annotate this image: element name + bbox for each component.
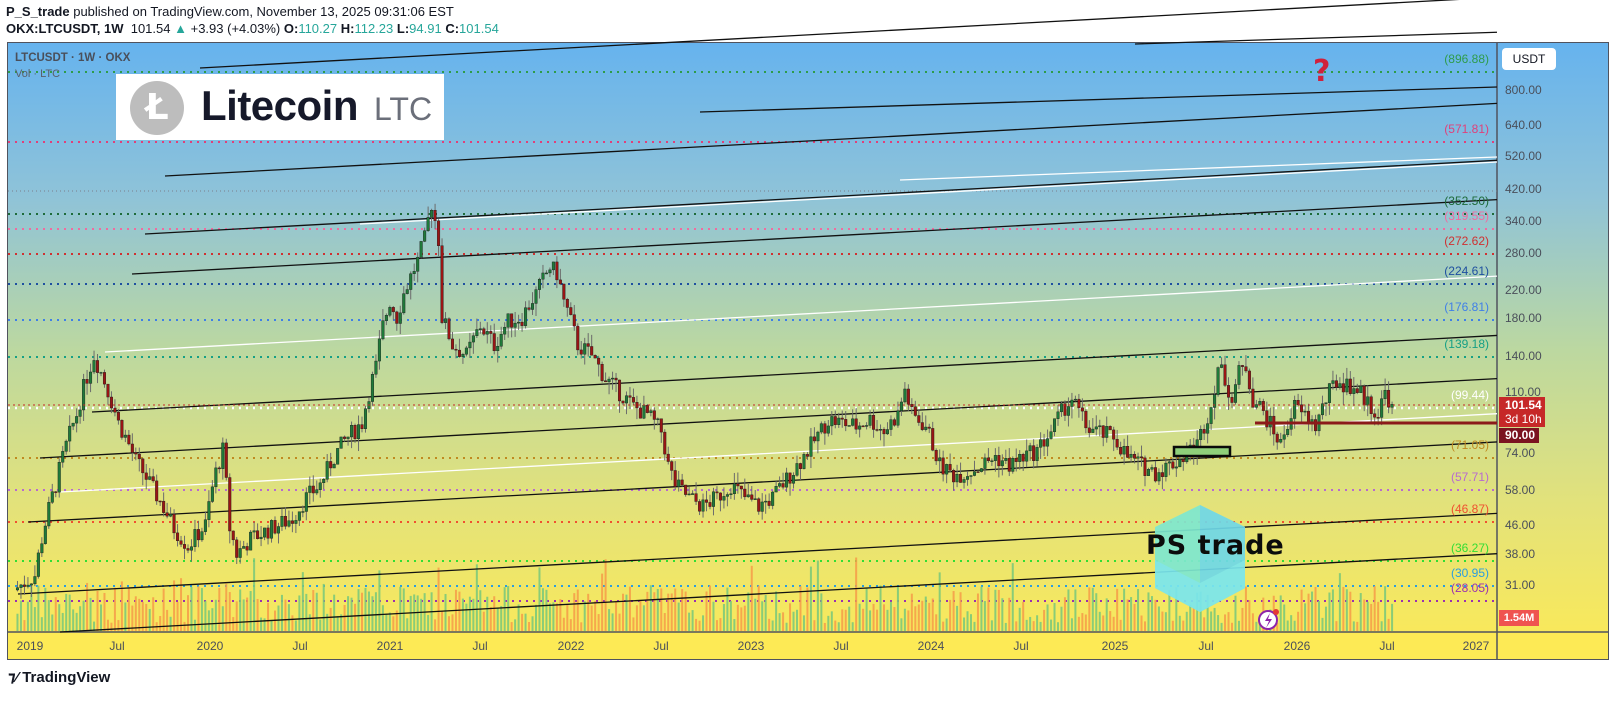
open-value: 110.27 xyxy=(298,21,338,36)
level-label: (272.62) xyxy=(1444,234,1489,248)
time-tick-label: 2027 xyxy=(1462,639,1490,653)
level-label: (352.50) xyxy=(1444,194,1489,208)
level-label: (99.44) xyxy=(1450,388,1489,402)
question-mark-annotation: ? xyxy=(1313,54,1331,89)
published-text: published on TradingView.com, November 1… xyxy=(73,4,454,19)
price-tick-label: 46.00 xyxy=(1505,518,1536,532)
publisher-name: P_S_trade xyxy=(6,4,70,19)
symbol-info-bar: OKX:LTCUSDT, 1W 101.54 ▲ +3.93 (+4.03%) … xyxy=(6,21,499,36)
tradingview-logo[interactable]: ⁊⁄ TradingView xyxy=(8,668,110,686)
price-tick-label: 420.00 xyxy=(1505,182,1542,196)
current-price-tag: 101.54 3d 10h xyxy=(1499,397,1545,427)
level-label: (571.81) xyxy=(1444,122,1489,136)
support-price-tag: 90.00 xyxy=(1499,428,1539,443)
ps-trade-hexagon xyxy=(1155,505,1245,612)
current-price-value: 101.54 xyxy=(1505,398,1542,412)
close-value: 101.54 xyxy=(459,21,499,36)
price-tick-label: 110.00 xyxy=(1505,385,1541,399)
flash-event-icon[interactable] xyxy=(1258,609,1279,630)
time-tick-label: 2019 xyxy=(16,639,44,653)
currency-button[interactable]: USDT xyxy=(1502,48,1556,70)
litecoin-name: Litecoin xyxy=(201,82,359,130)
litecoin-ticker: LTC xyxy=(374,91,433,127)
symbol-label: OKX:LTCUSDT, 1W xyxy=(6,21,124,36)
volume-legend[interactable]: Vol · LTC xyxy=(15,68,61,80)
level-label: (139.18) xyxy=(1444,337,1489,351)
tradingview-mark-icon: ⁊⁄ xyxy=(8,669,19,686)
litecoin-icon: Ł xyxy=(130,81,184,135)
ps-trade-watermark: PS trade xyxy=(1146,530,1285,561)
time-tick-label: 2021 xyxy=(376,639,404,653)
tradingview-wordmark: TradingView xyxy=(22,669,111,686)
close-label: C: xyxy=(445,21,460,36)
logo-name-text: Litecoin xyxy=(201,82,359,129)
chart-frame[interactable] xyxy=(7,42,1609,660)
price-tick-label: 31.00 xyxy=(1505,578,1536,592)
time-tick-label: Jul xyxy=(1198,639,1214,653)
price-tick-label: 520.00 xyxy=(1505,149,1542,163)
level-label: (71.05) xyxy=(1450,438,1489,452)
price-tick-label: 180.00 xyxy=(1505,311,1542,325)
publish-info: P_S_trade published on TradingView.com, … xyxy=(6,4,454,19)
time-tick-label: Jul xyxy=(472,639,488,653)
price-tick-label: 640.00 xyxy=(1505,118,1542,132)
last-price: 101.54 xyxy=(130,21,171,36)
time-tick-label: Jul xyxy=(109,639,125,653)
price-tick-label: 38.00 xyxy=(1505,547,1536,561)
price-tick-label: 280.00 xyxy=(1505,246,1542,260)
price-tick-label: 340.00 xyxy=(1505,214,1542,228)
time-tick-label: 2023 xyxy=(737,639,765,653)
trend-channel-lines[interactable] xyxy=(17,0,1498,633)
level-label: (224.61) xyxy=(1444,264,1489,278)
time-tick-label: Jul xyxy=(1379,639,1395,653)
price-tick-label: 140.00 xyxy=(1505,349,1542,363)
time-axis-bg xyxy=(8,632,1608,659)
level-label: (28.05) xyxy=(1450,581,1489,595)
price-change: +3.93 (+4.03%) xyxy=(190,21,281,36)
time-tick-label: 2020 xyxy=(196,639,224,653)
time-tick-label: 2025 xyxy=(1101,639,1129,653)
level-label: (57.71) xyxy=(1450,470,1489,484)
candlesticks xyxy=(15,203,1394,599)
chart-legend-title[interactable]: LTCUSDT · 1W · OKX xyxy=(15,52,131,64)
level-label: (46.87) xyxy=(1450,502,1489,516)
level-label: (319.55) xyxy=(1444,209,1489,223)
level-label: (176.81) xyxy=(1444,300,1489,314)
price-tick-label: 220.00 xyxy=(1505,283,1542,297)
time-tick-label: Jul xyxy=(292,639,308,653)
time-tick-label: 2026 xyxy=(1283,639,1311,653)
price-tick-label: 800.00 xyxy=(1505,83,1542,97)
level-label: (30.95) xyxy=(1450,566,1489,580)
chart-background xyxy=(8,43,1608,659)
volume-tag: 1.54M xyxy=(1499,610,1539,626)
low-label: L: xyxy=(396,21,410,36)
high-label: H: xyxy=(340,21,355,36)
time-tick-label: Jul xyxy=(833,639,849,653)
price-tick-label: 74.00 xyxy=(1505,446,1536,460)
level-label: (896.88) xyxy=(1444,52,1489,66)
price-tick-label: 58.00 xyxy=(1505,483,1536,497)
time-tick-label: Jul xyxy=(653,639,669,653)
time-tick-label: 2024 xyxy=(917,639,945,653)
high-value: 112.23 xyxy=(354,21,394,36)
time-tick-label: 2022 xyxy=(557,639,585,653)
litecoin-logo-banner: Ł Litecoin LTC xyxy=(116,74,444,140)
accumulation-box[interactable] xyxy=(1172,445,1232,458)
time-tick-label: Jul xyxy=(1013,639,1029,653)
low-value: 94.91 xyxy=(409,21,442,36)
level-label: (36.27) xyxy=(1450,541,1489,555)
up-arrow-icon: ▲ xyxy=(174,21,187,36)
open-label: O: xyxy=(283,21,299,36)
bar-countdown: 3d 10h xyxy=(1505,412,1542,426)
